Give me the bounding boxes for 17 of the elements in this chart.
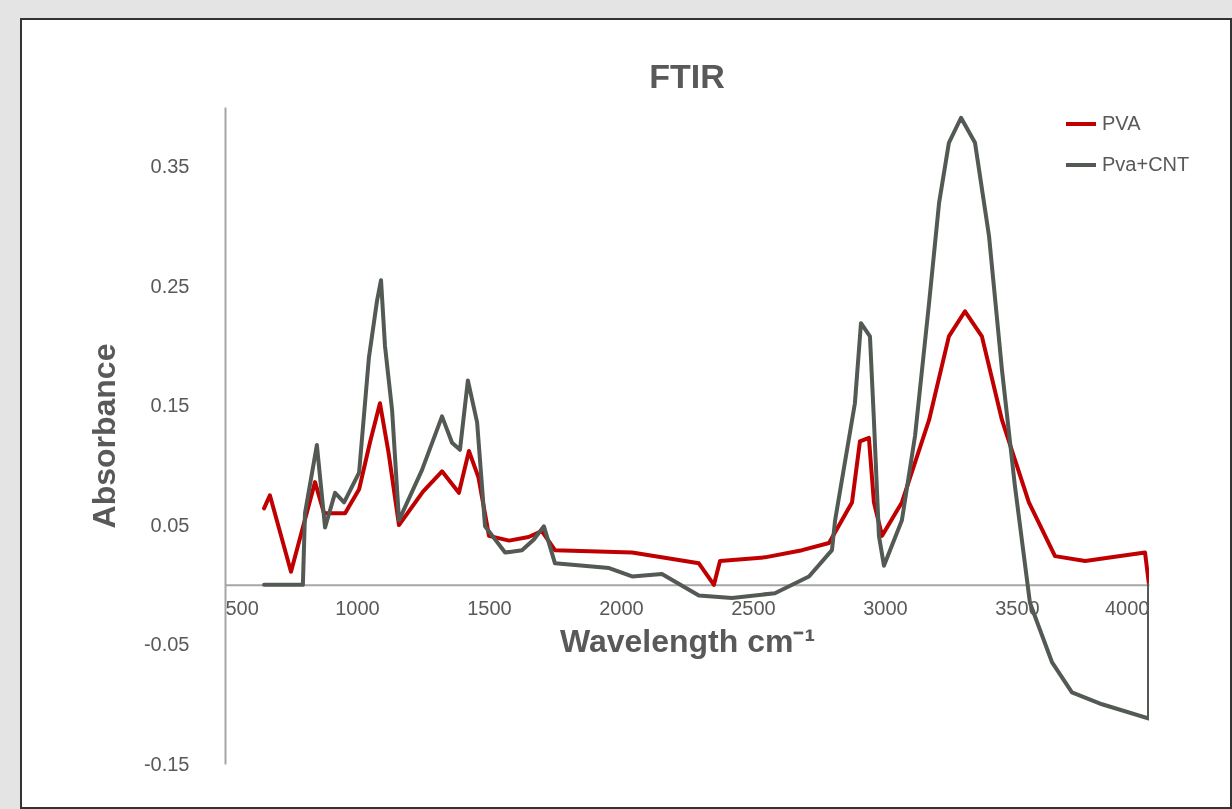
y-tick-label: 0.35 (150, 155, 190, 178)
y-tick-label: 0.25 (150, 274, 190, 297)
y-axis-title: Absorbance (85, 343, 122, 529)
legend-label: PVA (1102, 112, 1142, 134)
legend-label: Pva+CNT (1102, 153, 1190, 175)
x-tick-label: 500 (225, 597, 259, 620)
x-axis-title: Wavelength cm⁻¹ (559, 623, 816, 660)
y-tick-label: -0.15 (143, 752, 190, 775)
x-tick-label: 2000 (599, 597, 644, 620)
x-tick-label: 1000 (335, 597, 380, 620)
x-tick-label: 2500 (731, 597, 776, 620)
x-tick-label: 1500 (467, 597, 512, 620)
chart-title: FTIR (649, 57, 725, 95)
y-tick-label: 0.15 (150, 394, 190, 417)
y-tick-label: 0.05 (150, 513, 190, 536)
y-tick-label: -0.05 (143, 633, 190, 656)
x-tick-label: 3000 (863, 597, 908, 620)
